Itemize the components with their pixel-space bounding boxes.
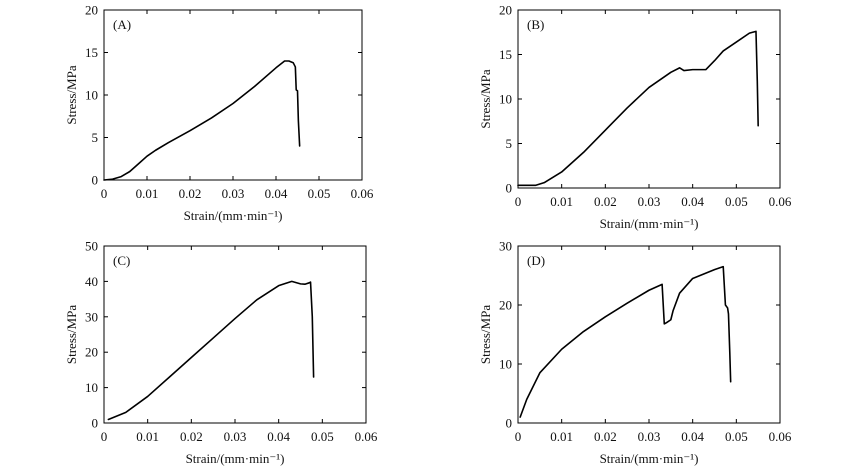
x-tick-label: 0.02 xyxy=(179,186,202,201)
y-tick-label: 0 xyxy=(92,173,99,188)
x-tick-label: 0.03 xyxy=(222,186,245,201)
x-axis-label: Strain/(mm·min⁻¹) xyxy=(186,451,285,466)
y-tick-label: 0 xyxy=(506,416,513,431)
x-axis-label: Strain/(mm·min⁻¹) xyxy=(600,216,699,231)
y-tick-label: 40 xyxy=(85,274,98,289)
plot-frame xyxy=(517,245,781,424)
y-tick-label: 5 xyxy=(506,136,513,151)
x-tick-label: 0.05 xyxy=(308,186,331,201)
y-tick-label: 20 xyxy=(85,3,98,18)
y-tick-label: 0 xyxy=(506,181,513,196)
panel-label: (A) xyxy=(113,17,131,32)
panel-d: 0 0.01 0.02 0.03 0.04 0.05 0.06 0 10 20 30 Strain/(… xyxy=(478,239,792,467)
x-tick-label: 0 xyxy=(101,429,108,444)
x-tick-label: 0.01 xyxy=(136,186,159,201)
x-tick-label: 0.02 xyxy=(594,194,617,209)
x-tick-label: 0.06 xyxy=(769,194,792,209)
y-tick-label: 20 xyxy=(85,345,98,360)
stress-strain-curve xyxy=(107,280,315,421)
x-tick-label: 0.04 xyxy=(681,429,704,444)
plot-frame xyxy=(103,245,367,424)
y-tick-label: 15 xyxy=(85,45,98,60)
panel-label: (D) xyxy=(527,253,545,268)
y-tick-label: 20 xyxy=(499,298,512,313)
panel-a: 0 0.01 0.02 0.03 0.04 0.05 0.06 0 5 10 15 20 Strain/… xyxy=(64,3,374,224)
panel-label: (B) xyxy=(527,17,544,32)
x-tick-label: 0.05 xyxy=(725,429,748,444)
plot-frame xyxy=(103,9,363,181)
x-tick-label: 0 xyxy=(515,194,522,209)
x-tick-label: 0.06 xyxy=(351,186,374,201)
x-axis-label: Strain/(mm·min⁻¹) xyxy=(600,451,699,466)
x-tick-label: 0.04 xyxy=(267,429,290,444)
y-axis-label: Stress/MPa xyxy=(478,69,493,128)
panel-b: 0 0.01 0.02 0.03 0.04 0.05 0.06 0 5 10 15 20 Strain/… xyxy=(478,3,792,232)
y-axis-label: Stress/MPa xyxy=(64,305,79,364)
y-tick-label: 30 xyxy=(499,239,512,254)
x-tick-label: 0.01 xyxy=(550,194,573,209)
x-tick-label: 0.03 xyxy=(638,429,661,444)
x-tick-label: 0.05 xyxy=(311,429,334,444)
y-tick-label: 50 xyxy=(85,239,98,254)
x-tick-label: 0.02 xyxy=(180,429,203,444)
y-tick-label: 5 xyxy=(92,130,99,145)
x-tick-label: 0.05 xyxy=(725,194,748,209)
y-tick-label: 30 xyxy=(85,309,98,324)
y-tick-label: 10 xyxy=(85,88,98,103)
stress-strain-curve xyxy=(519,265,732,418)
y-tick-label: 10 xyxy=(499,357,512,372)
y-tick-label: 15 xyxy=(499,47,512,62)
plot-frame xyxy=(517,9,781,189)
y-tick-label: 0 xyxy=(92,416,99,431)
y-axis-label: Stress/MPa xyxy=(64,65,79,124)
x-tick-label: 0.06 xyxy=(355,429,378,444)
y-axis-label: Stress/MPa xyxy=(478,305,493,364)
x-tick-label: 0.01 xyxy=(550,429,573,444)
x-tick-label: 0.03 xyxy=(638,194,661,209)
y-tick-label: 20 xyxy=(499,3,512,18)
x-tick-label: 0.01 xyxy=(136,429,159,444)
x-tick-label: 0 xyxy=(101,186,108,201)
x-axis-label: Strain/(mm·min⁻¹) xyxy=(184,208,283,223)
panel-label: (C) xyxy=(113,253,130,268)
x-tick-label: 0.02 xyxy=(594,429,617,444)
x-tick-label: 0.04 xyxy=(265,186,288,201)
y-tick-label: 10 xyxy=(85,380,98,395)
x-tick-label: 0.03 xyxy=(224,429,247,444)
x-tick-label: 0.04 xyxy=(681,194,704,209)
x-tick-label: 0 xyxy=(515,429,522,444)
stress-strain-curve xyxy=(103,60,301,181)
panel-c: 0 0.01 0.02 0.03 0.04 0.05 0.06 0 10 20 30 40 50 Stra… xyxy=(64,239,378,467)
stress-strain-curve xyxy=(517,30,759,187)
y-tick-label: 10 xyxy=(499,92,512,107)
x-tick-label: 0.06 xyxy=(769,429,792,444)
